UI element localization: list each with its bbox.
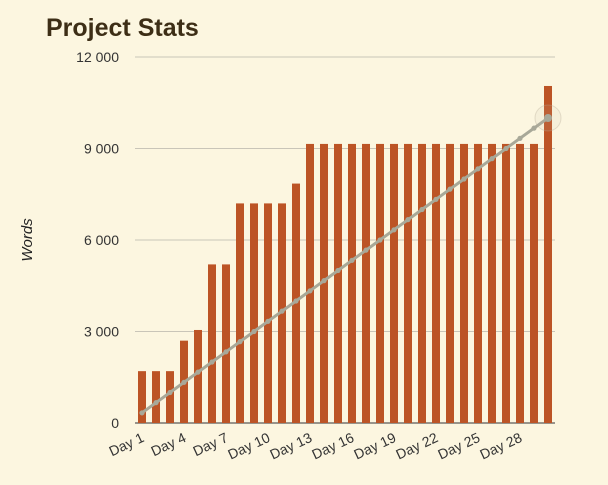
y-axis-label: Words [19,218,36,262]
bar [222,264,230,423]
trend-point [251,328,257,335]
bar [460,143,468,424]
gridlines [135,56,555,424]
x-tick-label: Day 4 [148,429,188,459]
trend-point [293,298,299,304]
trend-point [265,318,271,324]
trend-point [419,206,425,213]
trend-point [433,196,439,202]
x-tick-label: Day 7 [190,429,230,459]
x-tick-label: Day 13 [267,429,314,462]
bar [166,371,174,423]
bar [194,329,202,423]
bar [236,203,244,423]
bar [250,203,258,423]
bar [334,143,342,424]
bar [446,143,454,424]
bar [208,264,216,423]
trend-point-highlight [544,114,552,122]
bar [404,143,412,424]
x-tick-label: Day 1 [106,429,146,459]
y-tick-label: 12 000 [76,49,119,65]
bar [516,143,524,424]
bar [544,85,552,423]
trend-point [153,400,159,406]
x-tick-label: Day 19 [351,429,398,462]
trend-point [447,186,453,192]
trend-point [475,166,481,172]
bar [152,371,160,423]
x-tick-label: Day 16 [309,429,356,462]
trend-point [279,308,285,314]
y-tick-label: 9 000 [84,141,119,157]
y-tick-label: 0 [111,415,119,431]
trend-point [531,125,537,131]
y-tick-label: 3 000 [84,324,119,340]
trend-point [195,369,201,375]
trend-point [209,359,215,365]
trend-point [489,156,495,162]
trend-point [461,176,467,182]
trend-point [321,278,327,284]
trend-point [517,135,523,141]
bar [348,143,356,424]
y-tick-label: 6 000 [84,232,119,248]
bar [376,143,384,424]
trend-point [223,349,229,355]
trend-point [181,379,187,385]
trend-point [349,257,355,263]
trend-point [335,267,341,274]
trend-point [377,237,383,243]
bar [306,143,314,424]
x-tick-label: Day 10 [225,429,272,462]
trend-line-series [139,104,562,416]
trend-point [391,227,397,233]
trend-point [167,389,173,396]
trend-point [363,247,369,253]
page-title: Project Stats [46,14,199,42]
trend-point [307,288,313,294]
bar-series [138,85,552,424]
bar [502,143,510,424]
bar [264,203,272,423]
bar [530,143,538,424]
bar [390,143,398,424]
trend-point [503,145,509,152]
bar [362,143,370,424]
y-axis-ticks: 0 3 000 6 000 9 000 12 000 [76,49,119,431]
x-tick-label: Day 22 [393,429,440,462]
bar [474,143,482,424]
trend-line [141,116,549,415]
bar [320,143,328,424]
bar [418,143,426,424]
bar [432,143,440,424]
bar [488,143,496,424]
x-tick-label: Day 25 [435,429,482,462]
x-tick-label: Day 28 [477,429,524,462]
trend-point [237,339,243,345]
trend-point [139,410,145,416]
trend-point [405,217,411,223]
bar [138,371,146,423]
